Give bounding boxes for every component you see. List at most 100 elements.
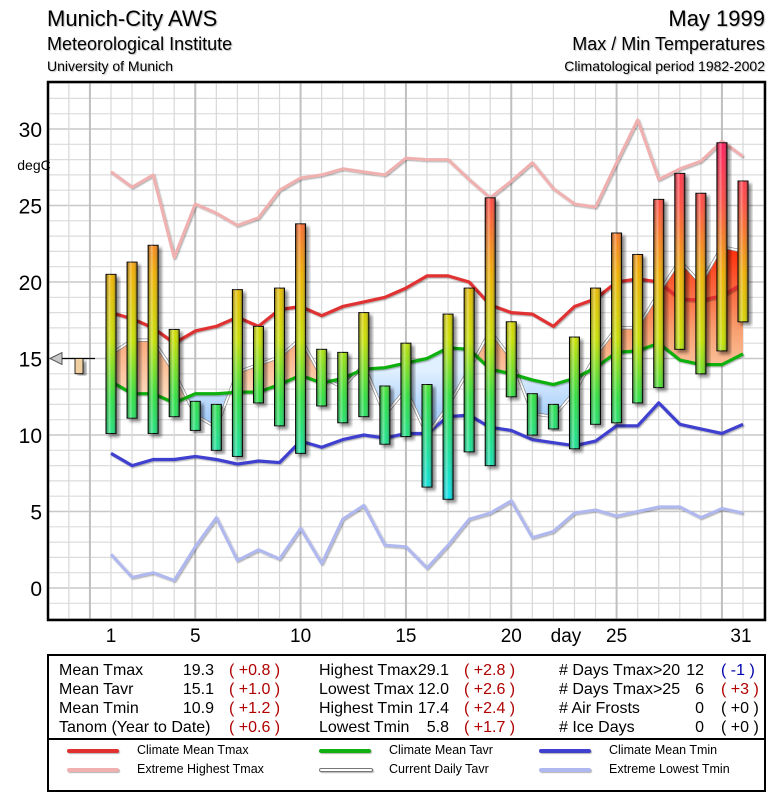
y-axis: 0 5 10 15 20 25 30	[19, 119, 42, 601]
stat-anomaly: ( +1.7 )	[464, 719, 516, 736]
subject-title: Max / Min Temperatures	[572, 34, 765, 54]
stat-anomaly: ( +0 )	[721, 719, 759, 736]
stat-label: Highest Tmin	[319, 700, 413, 717]
range-bar-shine	[569, 337, 580, 449]
range-bar-shine	[632, 254, 643, 403]
range-bar-shine	[106, 274, 116, 434]
y-tick-label: 15	[19, 349, 42, 372]
stat-value: 17.4	[417, 700, 449, 717]
range-bar-shine	[295, 223, 306, 454]
bar-day-8	[252, 325, 264, 404]
x-tick-label: 5	[190, 626, 201, 647]
range-bar-shine	[422, 384, 432, 488]
range-bar-shine	[148, 245, 159, 434]
range-bar-shine	[316, 349, 327, 406]
bar-day-3	[147, 244, 159, 434]
bar-day-28	[674, 172, 686, 350]
bar-day-17	[442, 313, 454, 500]
line-extreme-highest-tmax	[110, 118, 744, 260]
range-bar-shine	[169, 329, 180, 417]
x-axis-label: day	[551, 626, 582, 647]
range-bar-shine	[337, 352, 348, 423]
bar-day-29	[695, 192, 707, 375]
climatology-title: Climatological period 1982-2002	[564, 58, 765, 74]
y-tick-label: 10	[19, 425, 42, 448]
bar-day-10	[295, 223, 307, 454]
range-bar-shine	[127, 262, 138, 419]
stat-anomaly: ( +2.6 )	[464, 681, 516, 698]
legend-swatch	[539, 768, 591, 772]
statistics-panel: Mean Tmax 19.3 ( +0.8 ) Mean Tavr 15.1 ( +1.0…	[47, 654, 766, 740]
stat-anomaly: ( +1.0 )	[229, 681, 281, 698]
legend-swatch	[539, 749, 591, 753]
stat-value: 12.0	[417, 681, 449, 698]
stat-anomaly: ( +0.6 )	[229, 719, 281, 736]
year-to-date-anomaly-marker	[48, 351, 95, 375]
daily-range-bars	[105, 142, 749, 500]
bar-day-20	[505, 321, 517, 398]
range-bar-shine	[527, 393, 538, 435]
legend: Climate Mean Tmax Extreme Highest Tmax Cli…	[47, 738, 766, 792]
bar-day-16	[421, 384, 433, 488]
bar-day-2	[126, 261, 138, 419]
range-bar-shine	[232, 289, 243, 457]
range-bar-shine	[674, 173, 685, 350]
bar-day-19	[484, 197, 496, 467]
period-title: May 1999	[668, 6, 765, 31]
range-bar-shine	[506, 321, 517, 397]
range-bar-shine	[464, 288, 475, 452]
university-title: University of Munich	[47, 58, 174, 74]
stat-value: 5.8	[426, 719, 449, 736]
stat-value: 0	[695, 700, 704, 717]
stat-anomaly: ( +2.4 )	[464, 700, 516, 717]
stat-label: Mean Tavr	[59, 681, 134, 698]
bar-day-4	[168, 328, 180, 418]
stat-value: 12	[686, 662, 704, 679]
legend-label: Climate Mean Tavr	[389, 743, 493, 757]
x-tick-label: 15	[395, 626, 416, 647]
range-bar-shine	[211, 404, 222, 451]
stat-value: 10.9	[182, 700, 214, 717]
stat-anomaly: ( +1.2 )	[229, 700, 281, 717]
x-tick-label: 20	[501, 626, 522, 647]
bar-day-25	[611, 232, 623, 424]
x-tick-label: 1	[106, 626, 117, 647]
x-tick-label: 31	[730, 626, 751, 647]
stat-anomaly: ( +0 )	[721, 700, 759, 717]
range-bar-shine	[738, 181, 748, 322]
stat-label: # Days Tmax>25	[559, 681, 681, 698]
bar-day-7	[231, 289, 243, 457]
legend-swatch	[67, 749, 119, 753]
range-bar-shine	[611, 233, 622, 423]
x-tick-label: 10	[290, 626, 311, 647]
bar-day-15	[400, 342, 412, 438]
bar-day-22	[547, 403, 559, 430]
y-axis-label: degC	[17, 157, 50, 173]
stat-label: Highest Tmax	[319, 662, 418, 679]
bar-day-31	[737, 180, 749, 323]
bar-day-1	[105, 273, 117, 434]
stat-label: # Ice Days	[559, 719, 635, 736]
bar-day-18	[463, 287, 475, 453]
bar-day-27	[653, 198, 665, 389]
x-tick-label: 25	[606, 626, 627, 647]
institute-title: Meteorological Institute	[47, 34, 233, 54]
legend-label: Extreme Highest Tmax	[137, 762, 264, 776]
range-bar-shine	[358, 312, 369, 417]
legend-label: Extreme Lowest Tmin	[609, 762, 730, 776]
range-bar-shine	[548, 404, 559, 429]
bar-day-6	[210, 403, 222, 451]
range-bar-shine	[253, 326, 264, 403]
bar-day-23	[568, 336, 580, 450]
y-tick-label: 0	[30, 578, 42, 601]
stat-value: 15.1	[182, 681, 214, 698]
stat-value: 0	[695, 719, 704, 736]
stat-anomaly: ( +3 )	[721, 681, 759, 698]
stat-label: Mean Tmin	[59, 700, 139, 717]
legend-label: Climate Mean Tmax	[137, 743, 249, 757]
range-bar-shine	[695, 193, 706, 374]
station-title: Munich-City AWS	[47, 6, 218, 31]
stat-anomaly: ( +0.8 )	[229, 662, 281, 679]
legend-swatch	[319, 768, 373, 772]
